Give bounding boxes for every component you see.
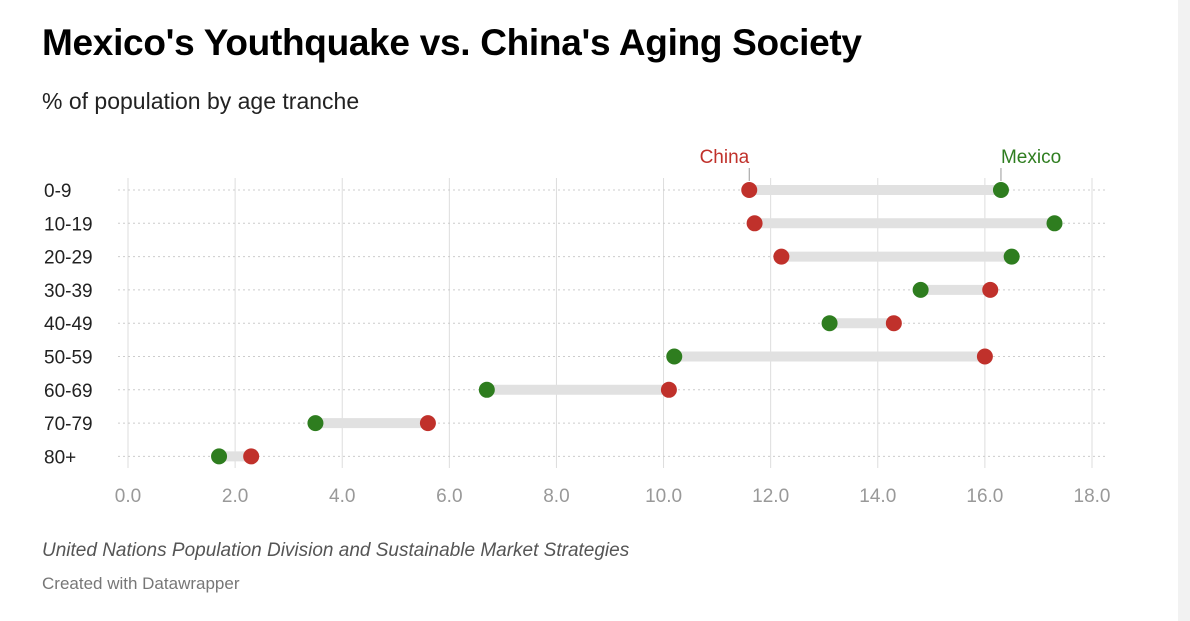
category-label: 60-69 — [44, 381, 93, 402]
mexico-dot — [912, 281, 929, 298]
x-tick-label: 12.0 — [752, 486, 789, 507]
chart-source: United Nations Population Division and S… — [42, 540, 630, 561]
mexico-dot — [1003, 248, 1020, 265]
dot-layer — [211, 182, 1063, 465]
china-dot — [773, 248, 790, 265]
x-tick-label: 0.0 — [115, 486, 141, 507]
category-label: 40-49 — [44, 314, 93, 335]
china-dot — [243, 448, 260, 465]
label-layer: 0.0 2.0 4.0 6.0 8.0 10.0 12.0 14.0 16.0 18.0 0-9 10… — [44, 147, 1110, 507]
china-dot — [741, 182, 758, 198]
china-dot — [976, 348, 993, 365]
category-label: 30-39 — [44, 281, 93, 302]
category-label: 0-9 — [44, 181, 71, 202]
mexico-dot — [307, 415, 324, 432]
chart-credit: Created with Datawrapper — [42, 574, 240, 593]
mexico-dot — [992, 182, 1009, 198]
chart-subtitle: % of population by age tranche — [42, 88, 360, 114]
mexico-dot — [1046, 215, 1063, 232]
mexico-dot — [666, 348, 683, 365]
china-dot — [885, 315, 902, 332]
x-tick-label: 10.0 — [645, 486, 682, 507]
x-tick-label: 16.0 — [966, 486, 1003, 507]
x-tick-label: 2.0 — [222, 486, 248, 507]
mexico-dot — [821, 315, 838, 332]
page-scroll-edge — [1178, 0, 1190, 621]
legend-label-china: China — [700, 147, 750, 168]
x-tick-label: 6.0 — [436, 486, 462, 507]
x-tick-label: 18.0 — [1074, 486, 1111, 507]
category-label: 50-59 — [44, 348, 93, 369]
china-dot — [982, 281, 999, 298]
china-dot — [660, 381, 677, 398]
category-label: 10-19 — [44, 214, 93, 235]
china-dot — [419, 415, 436, 432]
category-label: 70-79 — [44, 414, 93, 435]
x-tick-label: 4.0 — [329, 486, 355, 507]
dot-range-chart: 0.0 2.0 4.0 6.0 8.0 10.0 12.0 14.0 16.0 18.0 0-9 10… — [44, 147, 1110, 507]
category-label: 80+ — [44, 447, 76, 468]
legend-label-mexico: Mexico — [1001, 147, 1061, 168]
category-label: 20-29 — [44, 248, 93, 269]
x-tick-label: 14.0 — [859, 486, 896, 507]
chart-title: Mexico's Youthquake vs. China's Aging So… — [42, 22, 862, 63]
connector-layer — [219, 185, 1055, 462]
x-tick-label: 8.0 — [543, 486, 569, 507]
mexico-dot — [211, 448, 228, 465]
mexico-dot — [478, 381, 495, 398]
china-dot — [746, 215, 763, 232]
